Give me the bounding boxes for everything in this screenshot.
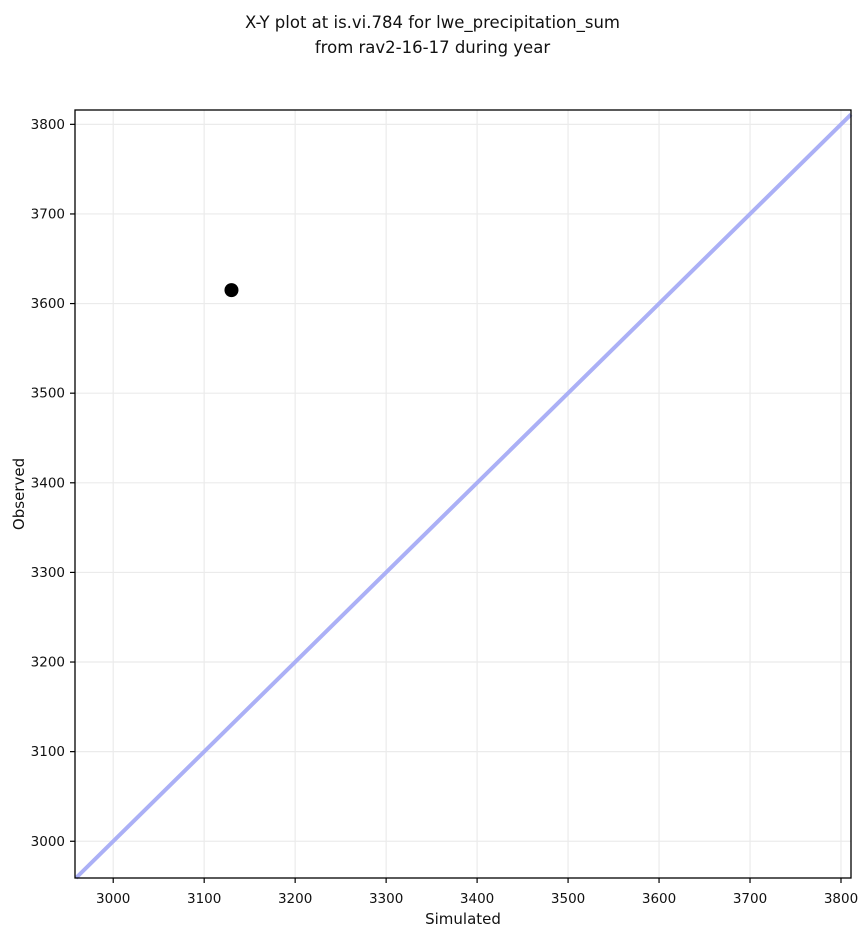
y-tick-label: 3800 [31,117,65,133]
y-tick-label: 3200 [31,655,65,671]
x-tick-label: 3000 [96,891,130,907]
y-tick-label: 3100 [31,744,65,760]
data-point [224,283,239,298]
plot-spines [74,109,852,879]
chart-title-line2: from rav2-16-17 during year [314,38,551,57]
y-tick-label: 3400 [31,475,65,491]
y-tick-label: 3000 [31,834,65,850]
x-tick-label: 3100 [187,891,221,907]
x-tick-label: 3200 [278,891,312,907]
y-tick-label: 3700 [31,206,65,222]
x-tick-label: 3800 [824,891,858,907]
y-tick-label: 3600 [31,296,65,312]
x-axis-label: Simulated [425,910,501,928]
x-tick-label: 3700 [733,891,767,907]
identity-line [74,113,853,880]
y-tick-label: 3500 [31,386,65,402]
x-tick-label: 3500 [551,891,585,907]
chart-title-line1: X-Y plot at is.vi.784 for lwe_precipitat… [245,13,620,32]
x-tick-label: 3300 [369,891,403,907]
y-tick-label: 3300 [31,565,65,581]
x-tick-label: 3400 [460,891,494,907]
y-axis-label: Observed [10,458,28,530]
chart-title: X-Y plot at is.vi.784 for lwe_precipitat… [0,10,865,60]
x-tick-label: 3600 [642,891,676,907]
